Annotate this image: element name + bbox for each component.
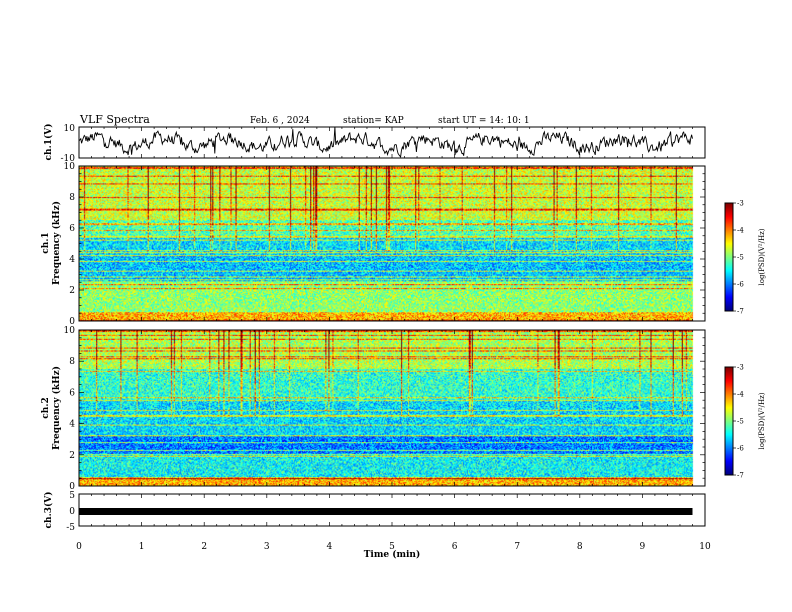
colorbar-ch1-label: log(PSD)(V²/Hz) bbox=[758, 228, 766, 285]
spectrogram-ch2-panel: 0 2 4 6 8 10 ch.2 Frequency (kHz) bbox=[41, 326, 706, 492]
y-tick-label: 10 bbox=[64, 162, 76, 172]
y-tick-label: 0 bbox=[69, 482, 75, 492]
y-tick-label: 2 bbox=[69, 451, 75, 461]
colorbar-ch1: -3 -4 -5 -6 -7 log(PSD)(V²/Hz) bbox=[724, 200, 766, 316]
station-label: station= KAP bbox=[343, 116, 404, 126]
x-tick-label: 9 bbox=[640, 542, 646, 552]
ch1-waveform-panel: 10 -10 ch.1(V) bbox=[43, 124, 706, 164]
colorbar-tick-label: -4 bbox=[737, 391, 744, 399]
colorbar-tick-label: -3 bbox=[737, 364, 744, 372]
ch3-waveform-band bbox=[79, 508, 693, 515]
y-tick-label: 4 bbox=[69, 420, 75, 430]
y-tick-label: 6 bbox=[69, 388, 75, 398]
ch3-ytick-mid: 0 bbox=[69, 507, 75, 517]
colorbar-tick-label: -7 bbox=[737, 308, 744, 316]
colorbar-ch2: -3 -4 -5 -6 -7 log(PSD)(V²/Hz) bbox=[724, 364, 766, 480]
colorbar-ch1-gradient bbox=[725, 203, 733, 311]
x-tick-label: 1 bbox=[139, 542, 145, 552]
x-tick-label: 2 bbox=[201, 542, 207, 552]
y-tick-label: 8 bbox=[69, 193, 75, 203]
colorbar-tick-label: -4 bbox=[737, 227, 744, 235]
y-tick-label: 8 bbox=[69, 357, 75, 367]
y-tick-label: 0 bbox=[69, 317, 75, 327]
ch1-ytick-top: 10 bbox=[64, 124, 76, 134]
colorbar-tick-label: -5 bbox=[737, 418, 744, 426]
date-label: Feb. 6 , 2024 bbox=[250, 116, 310, 126]
colorbar-tick-label: -3 bbox=[737, 200, 744, 208]
x-tick-label: 0 bbox=[76, 542, 82, 552]
spectrogram-ch1-ylabel-2: Frequency (kHz) bbox=[51, 201, 62, 285]
figure-title: VLF Spectra bbox=[79, 113, 150, 126]
x-tick-label: 8 bbox=[577, 542, 583, 552]
ch1-ytick-bottom: -10 bbox=[61, 154, 76, 164]
x-tick-label: 4 bbox=[327, 542, 333, 552]
start-time-label: start UT = 14: 10: 1 bbox=[438, 116, 530, 126]
ch1-ylabel: ch.1(V) bbox=[43, 124, 54, 161]
spectrogram-ch2-ylabel-1: ch.2 bbox=[41, 397, 51, 418]
ch3-ylabel: ch.3(V) bbox=[43, 492, 54, 529]
x-axis-label: Time (min) bbox=[364, 549, 421, 560]
spectrogram-ch1-ylabel-1: ch.1 bbox=[41, 232, 51, 253]
ch1-waveform-line bbox=[78, 126, 693, 158]
ch3-waveform-panel: 5 0 -5 ch.3(V) bbox=[43, 491, 706, 533]
x-tick-label: 6 bbox=[452, 542, 458, 552]
colorbar-tick-label: -6 bbox=[737, 281, 744, 289]
ch3-ytick-top: 5 bbox=[69, 491, 75, 501]
colorbar-tick-label: -5 bbox=[737, 254, 744, 262]
x-tick-label: 5 bbox=[389, 542, 395, 552]
x-tick-label: 10 bbox=[699, 542, 711, 552]
spectrogram-ch1-panel: 0 2 4 6 8 10 ch.1 Frequency (kHz) bbox=[41, 162, 706, 327]
ch3-ytick-bottom: -5 bbox=[66, 523, 75, 533]
x-tick-label: 7 bbox=[514, 542, 520, 552]
y-tick-label: 2 bbox=[69, 286, 75, 296]
y-tick-label: 6 bbox=[69, 224, 75, 234]
spectrogram-ch2-image bbox=[79, 330, 705, 486]
y-tick-label: 4 bbox=[69, 255, 75, 265]
spectrogram-ch1-image bbox=[79, 166, 705, 321]
time-axis: 0 1 2 3 4 5 6 7 8 9 10 bbox=[76, 127, 711, 552]
spectrogram-ch2-ylabel-2: Frequency (kHz) bbox=[51, 366, 62, 450]
colorbar-tick-label: -6 bbox=[737, 445, 744, 453]
colorbar-ch2-gradient bbox=[725, 367, 733, 475]
colorbar-tick-label: -7 bbox=[737, 472, 744, 480]
x-tick-label: 3 bbox=[264, 542, 270, 552]
colorbar-ch2-label: log(PSD)(V²/Hz) bbox=[758, 392, 766, 449]
y-tick-label: 10 bbox=[64, 326, 76, 336]
